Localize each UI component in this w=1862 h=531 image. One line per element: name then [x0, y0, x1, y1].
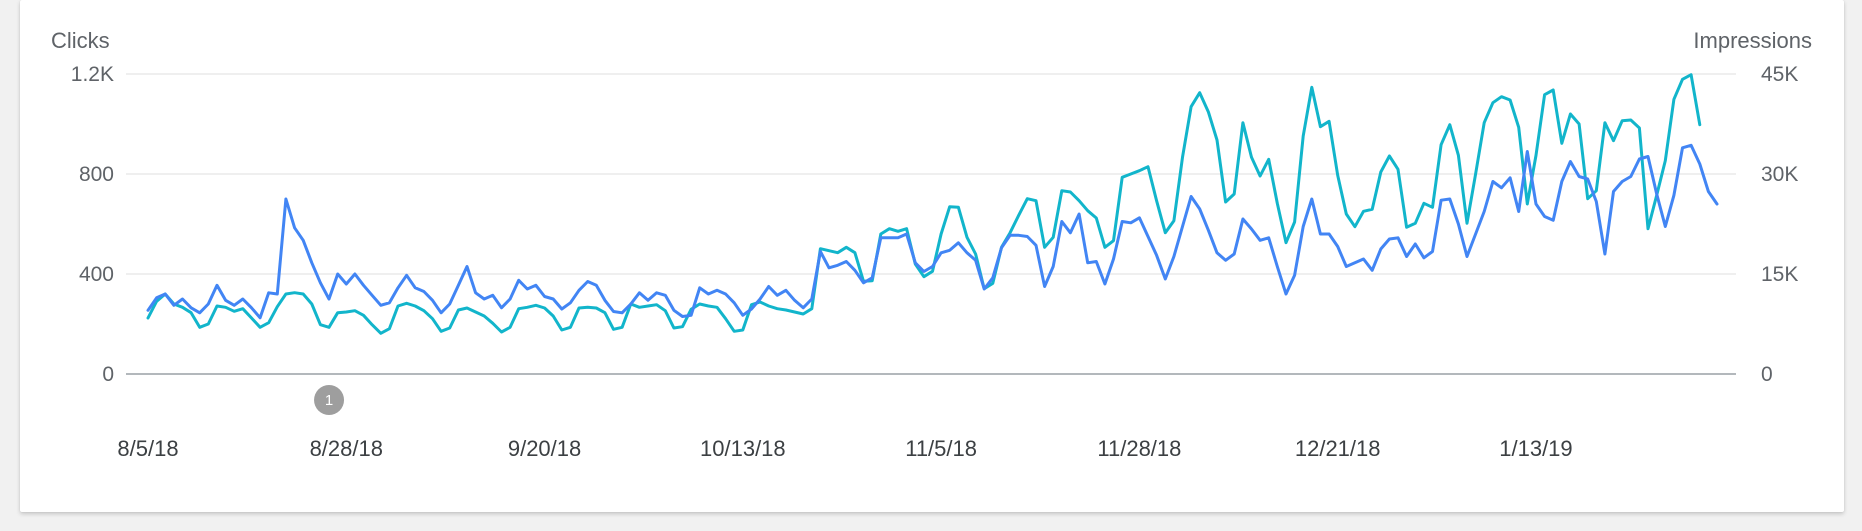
impressions-series-line[interactable] [146, 73, 1702, 335]
right-axis-title: Impressions [1693, 28, 1812, 53]
performance-chart-card: Clicks Impressions 0 0 400 15K 800 30K 1.2K 45K… [20, 0, 1844, 512]
right-y-tick-label: 30K [1761, 163, 1798, 186]
clicks-impressions-chart: Clicks Impressions 0 0 400 15K 800 30K 1.2K 45K… [51, 28, 1812, 461]
left-y-tick-label: 400 [79, 263, 114, 286]
left-axis-title: Clicks [51, 28, 110, 53]
x-tick-label: 8/5/18 [117, 436, 178, 461]
x-tick-label: 8/28/18 [310, 436, 383, 461]
x-tick-label: 9/20/18 [508, 436, 581, 461]
left-y-tick-label: 1.2K [71, 63, 114, 86]
left-y-tick-label: 0 [102, 363, 114, 386]
right-y-tick-label: 45K [1761, 63, 1798, 86]
annotation-badge [314, 385, 345, 415]
annotation-label: 1 [325, 392, 333, 409]
x-tick-label: 12/21/18 [1295, 436, 1381, 461]
x-tick-label: 1/13/19 [1499, 436, 1572, 461]
annotation-marker[interactable]: 1 [314, 385, 345, 415]
x-tick-label: 11/5/18 [905, 436, 977, 461]
left-y-tick-label: 800 [79, 163, 114, 186]
x-tick-label: 10/13/18 [700, 436, 786, 461]
right-y-tick-label: 15K [1761, 263, 1798, 286]
right-y-tick-label: 0 [1761, 363, 1773, 386]
clicks-series-line[interactable] [146, 143, 1719, 320]
x-tick-label: 11/28/18 [1097, 436, 1181, 461]
